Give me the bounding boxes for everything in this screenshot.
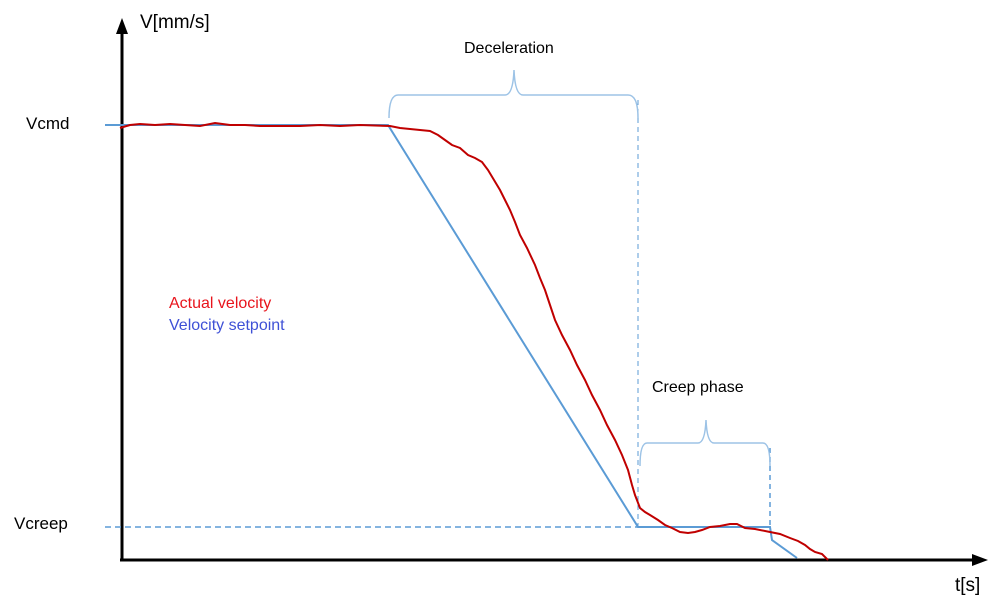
vcreep-label: Vcreep bbox=[14, 514, 68, 533]
legend-actual-velocity: Actual velocity bbox=[169, 295, 272, 312]
vcmd-label: Vcmd bbox=[26, 114, 70, 133]
x-axis-label: t[s] bbox=[955, 575, 981, 596]
creep-phase-label: Creep phase bbox=[652, 379, 744, 396]
creep-bracket bbox=[639, 419, 771, 467]
y-axis bbox=[116, 18, 128, 560]
deceleration-bracket bbox=[388, 69, 639, 119]
actual-velocity-line bbox=[119, 121, 829, 561]
y-axis-label: V[mm/s] bbox=[140, 12, 210, 33]
legend-velocity-setpoint: Velocity setpoint bbox=[169, 317, 285, 334]
deceleration-label: Deceleration bbox=[464, 40, 554, 57]
x-axis bbox=[120, 554, 988, 566]
velocity-setpoint-line bbox=[122, 124, 798, 559]
